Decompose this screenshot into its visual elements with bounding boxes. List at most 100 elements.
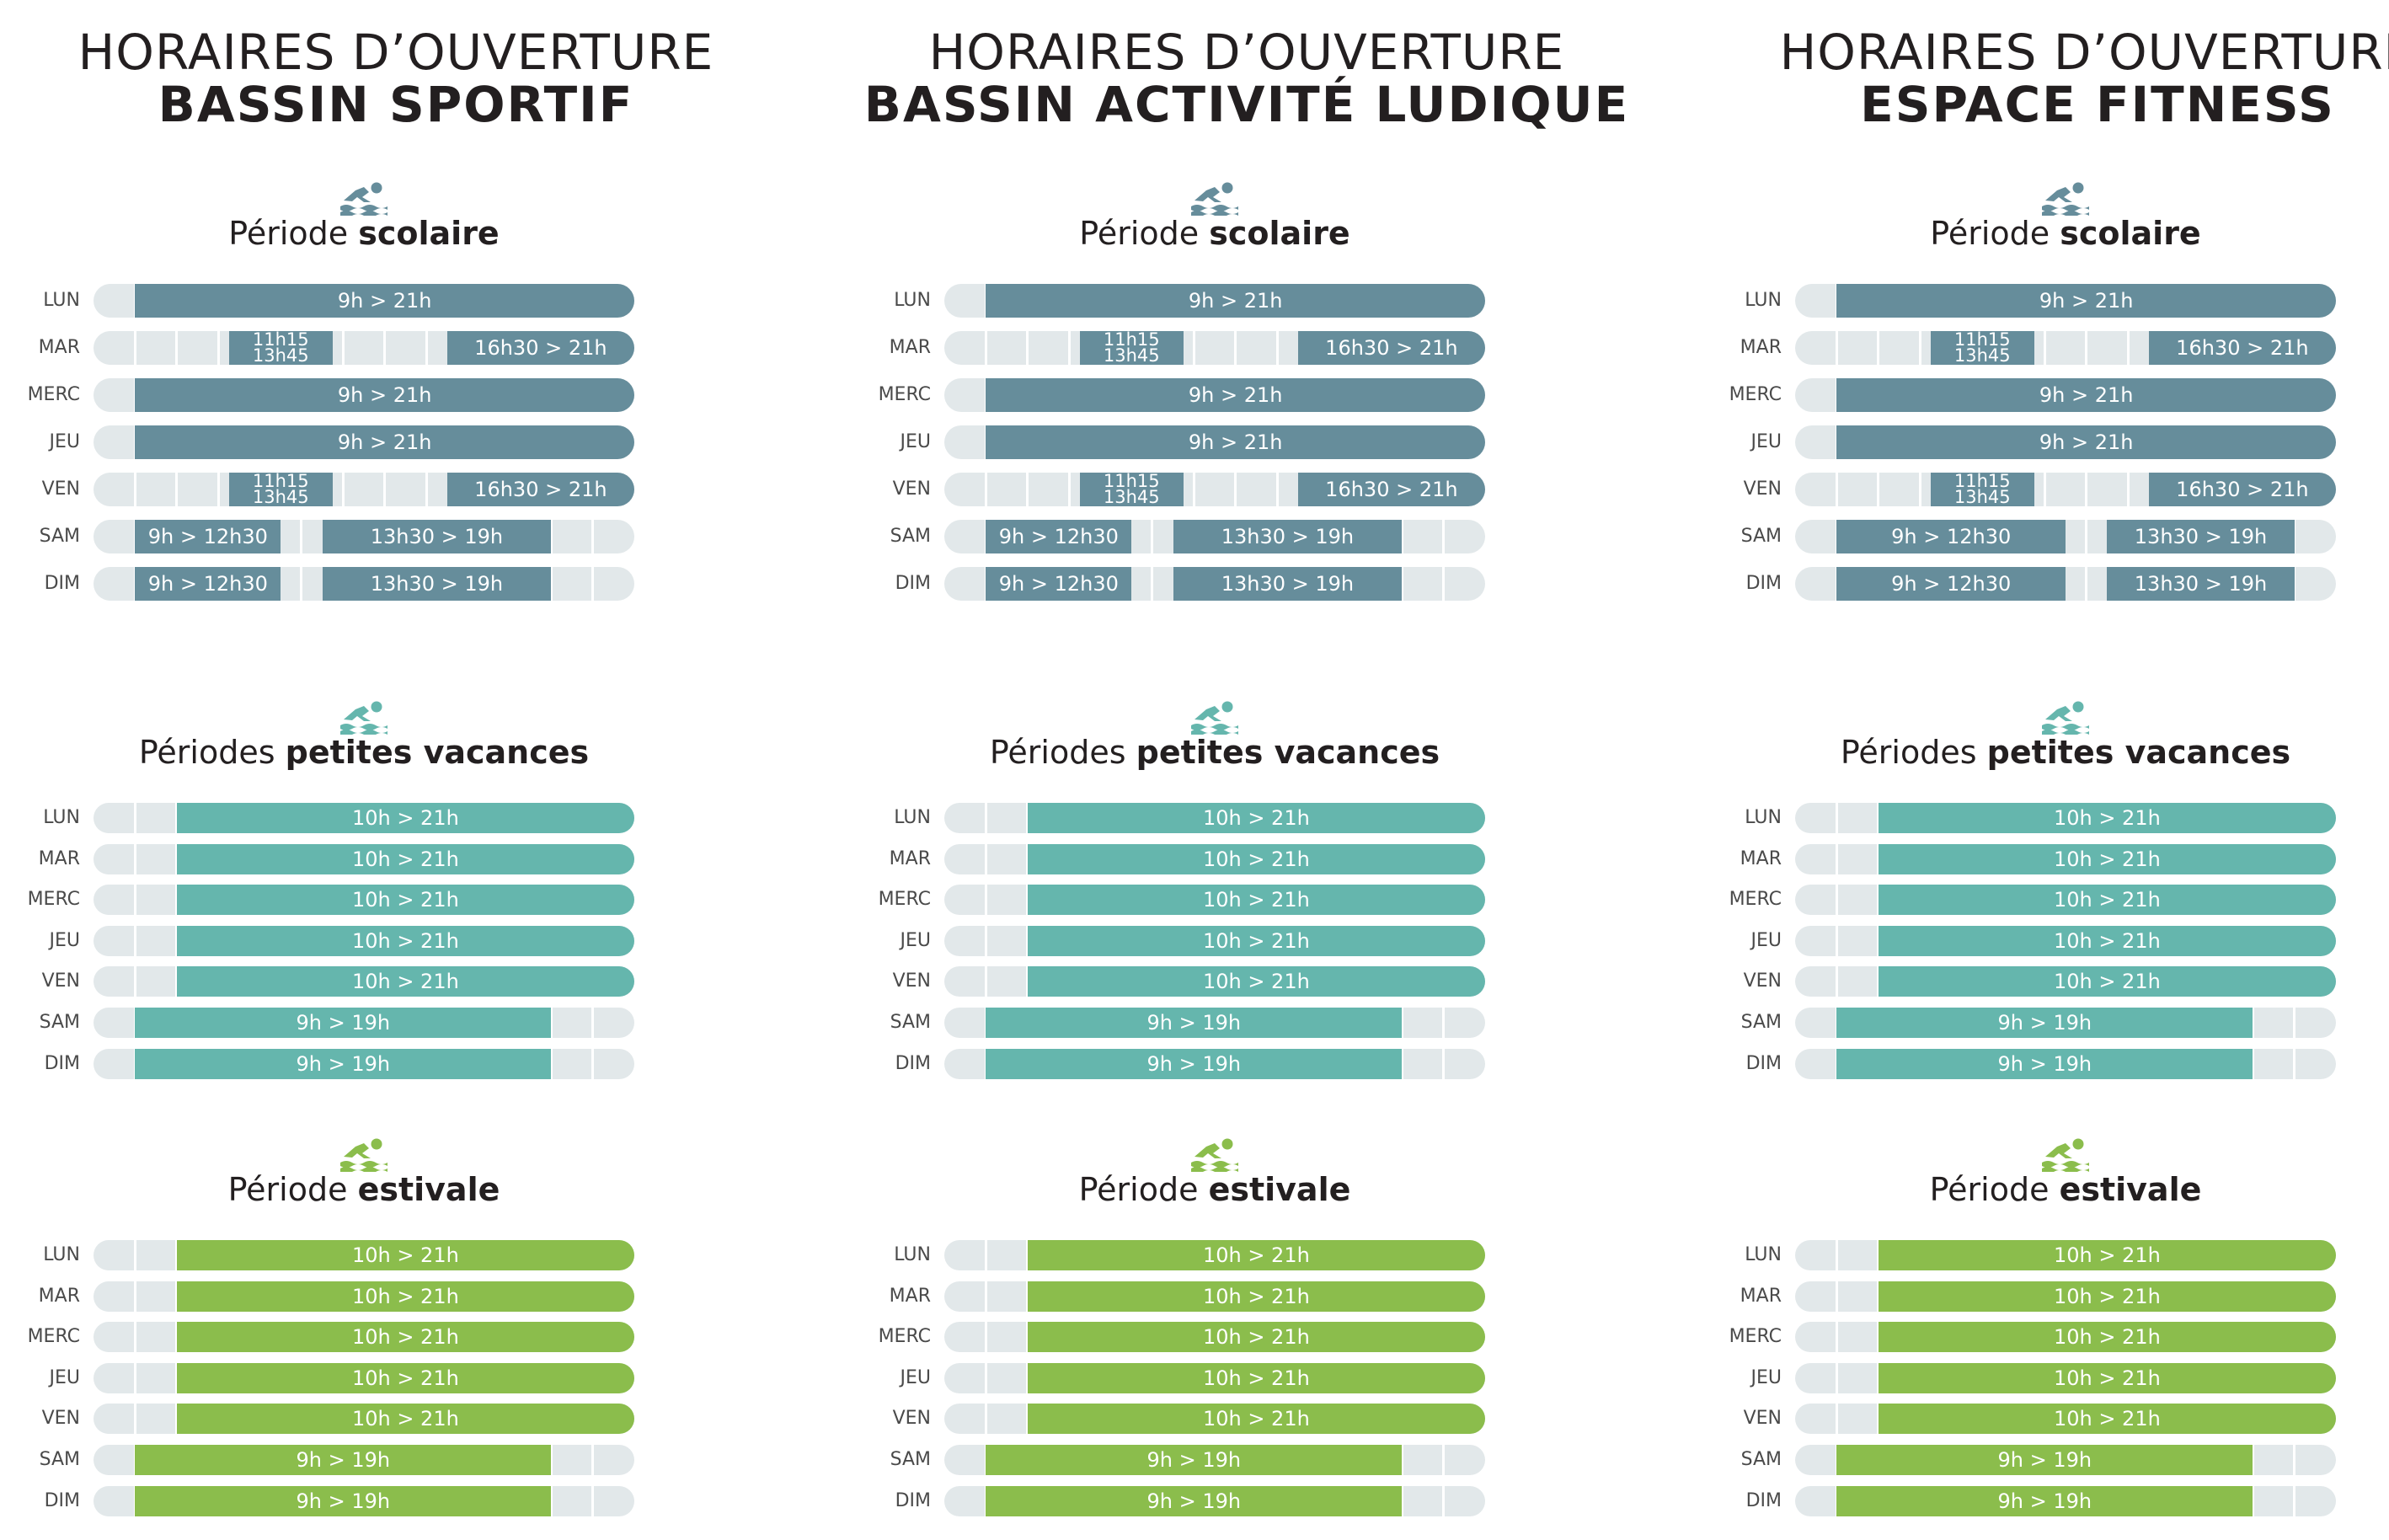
day-label: SAM	[39, 1012, 80, 1033]
slot-label: 13h30 > 19h	[2134, 572, 2268, 596]
hour-tick	[1234, 331, 1237, 365]
opening-slot: 10h > 21h	[1027, 803, 1485, 833]
hours-track: 11h15 13h45 16h30 > 21h	[944, 331, 1485, 365]
hour-tick	[984, 803, 987, 833]
day-row: DIM 9h > 19h	[851, 1485, 1643, 1516]
opening-slot: 9h > 21h	[986, 378, 1485, 412]
slot-label-end: 13h45	[1953, 487, 2011, 506]
day-row: SAM 9h > 19h	[0, 1008, 792, 1038]
hour-tick	[175, 331, 179, 365]
period-title: Période scolaire	[94, 215, 634, 252]
period-title-prefix: Périodes	[138, 734, 275, 771]
day-row: VEN 10h > 21h	[851, 966, 1643, 997]
day-row: LUN 9h > 21h	[851, 284, 1643, 318]
slot-label: 10h > 21h	[351, 888, 459, 912]
hours-track: 10h > 21h	[1795, 843, 2336, 874]
slot-label: 9h > 21h	[2039, 289, 2134, 313]
period-title-name: petites vacances	[1136, 734, 1440, 771]
day-label: LUN	[1745, 1244, 1782, 1265]
opening-slot: 11h15 13h45	[228, 331, 333, 365]
opening-slot: 10h > 21h	[1878, 925, 2336, 956]
hour-tick	[2251, 1008, 2254, 1038]
day-row: SAM 9h > 12h30 13h30 > 19h	[1702, 520, 2389, 553]
hour-tick	[133, 1240, 136, 1270]
day-label: DIM	[1745, 573, 1782, 594]
day-row: JEU 9h > 21h	[0, 425, 792, 459]
hours-track: 10h > 21h	[944, 925, 1485, 956]
hour-tick	[2293, 520, 2296, 553]
hour-tick	[1835, 1322, 1838, 1353]
hour-tick	[2293, 1048, 2296, 1079]
hour-tick	[133, 1281, 136, 1312]
slot-label: 10h > 21h	[2053, 928, 2161, 953]
opening-slot: 10h > 21h	[1027, 843, 1485, 874]
hours-track: 10h > 21h	[94, 843, 634, 874]
opening-slot: 10h > 21h	[1027, 1322, 1485, 1353]
day-label: MAR	[1740, 1285, 1782, 1307]
hours-track: 10h > 21h	[94, 803, 634, 833]
opening-slot: 10h > 21h	[1878, 966, 2336, 997]
slot-label: 10h > 21h	[1202, 1325, 1310, 1350]
opening-slot: 9h > 12h30	[135, 520, 281, 553]
day-row: SAM 9h > 19h	[1702, 1445, 2389, 1475]
swimmer-icon	[339, 177, 389, 217]
slot-label: 10h > 21h	[1202, 1407, 1310, 1431]
day-label: MERC	[27, 889, 80, 911]
day-row: MERC 9h > 21h	[0, 378, 792, 412]
hour-tick	[1192, 331, 1195, 365]
slot-label: 10h > 21h	[1202, 806, 1310, 830]
day-row: JEU 10h > 21h	[851, 1362, 1643, 1393]
day-label: VEN	[892, 971, 931, 992]
hour-tick	[1835, 1281, 1838, 1312]
period-title-prefix: Périodes	[1840, 734, 1977, 771]
slot-label: 9h > 12h30	[147, 525, 268, 548]
period-title-name: petites vacances	[1986, 734, 2291, 771]
slot-label-end: 13h45	[252, 345, 309, 365]
slot-label: 16h30 > 21h	[1325, 336, 1458, 360]
day-label: LUN	[1745, 807, 1782, 828]
day-row: SAM 9h > 19h	[1702, 1008, 2389, 1038]
hours-track: 10h > 21h	[1795, 1404, 2336, 1435]
period-title: Périodes petites vacances	[1795, 734, 2336, 771]
hours-track: 9h > 21h	[94, 425, 634, 459]
day-label: DIM	[895, 573, 931, 594]
opening-slot: 9h > 21h	[135, 425, 634, 459]
schedule-column: HORAIRES D’OUVERTURE BASSIN ACTIVITÉ LUDI…	[851, 0, 1643, 1540]
slot-label: 9h > 19h	[1146, 1489, 1242, 1513]
hour-tick	[133, 966, 136, 997]
hour-tick	[175, 473, 179, 506]
opening-slot: 10h > 21h	[1878, 885, 2336, 916]
day-label: LUN	[43, 1244, 80, 1265]
day-label: DIM	[44, 1052, 80, 1074]
day-label: LUN	[894, 290, 931, 311]
opening-slot: 9h > 12h30	[135, 567, 281, 601]
period-title: Périodes petites vacances	[94, 734, 634, 771]
hour-tick	[300, 567, 303, 601]
opening-slot: 9h > 12h30	[986, 567, 1132, 601]
hours-track: 9h > 21h	[1795, 425, 2336, 459]
hour-tick	[216, 331, 220, 365]
day-row: VEN 10h > 21h	[0, 1404, 792, 1435]
slot-label: 9h > 19h	[1997, 1011, 2092, 1035]
opening-slot: 10h > 21h	[1027, 925, 1485, 956]
hour-tick	[2251, 1048, 2254, 1079]
day-label: MAR	[1740, 848, 1782, 869]
day-label: MERC	[27, 384, 80, 405]
opening-slot: 16h30 > 21h	[2148, 331, 2336, 365]
slot-label: 10h > 21h	[351, 847, 459, 871]
hours-track: 10h > 21h	[1795, 1281, 2336, 1312]
hour-tick	[984, 473, 987, 506]
slot-label: 9h > 19h	[1146, 1011, 1242, 1035]
hours-track: 10h > 21h	[94, 966, 634, 997]
day-label: DIM	[1745, 1052, 1782, 1074]
hours-track: 9h > 19h	[1795, 1485, 2336, 1516]
hour-tick	[591, 1445, 595, 1475]
hour-tick	[1835, 1362, 1838, 1393]
opening-slot: 10h > 21h	[176, 1281, 634, 1312]
day-row: JEU 10h > 21h	[0, 1362, 792, 1393]
opening-slot: 9h > 19h	[986, 1008, 1403, 1038]
swimmer-icon	[2040, 696, 2091, 736]
hour-tick	[1026, 331, 1029, 365]
hour-tick	[1026, 473, 1029, 506]
opening-slot: 13h30 > 19h	[2107, 567, 2295, 601]
